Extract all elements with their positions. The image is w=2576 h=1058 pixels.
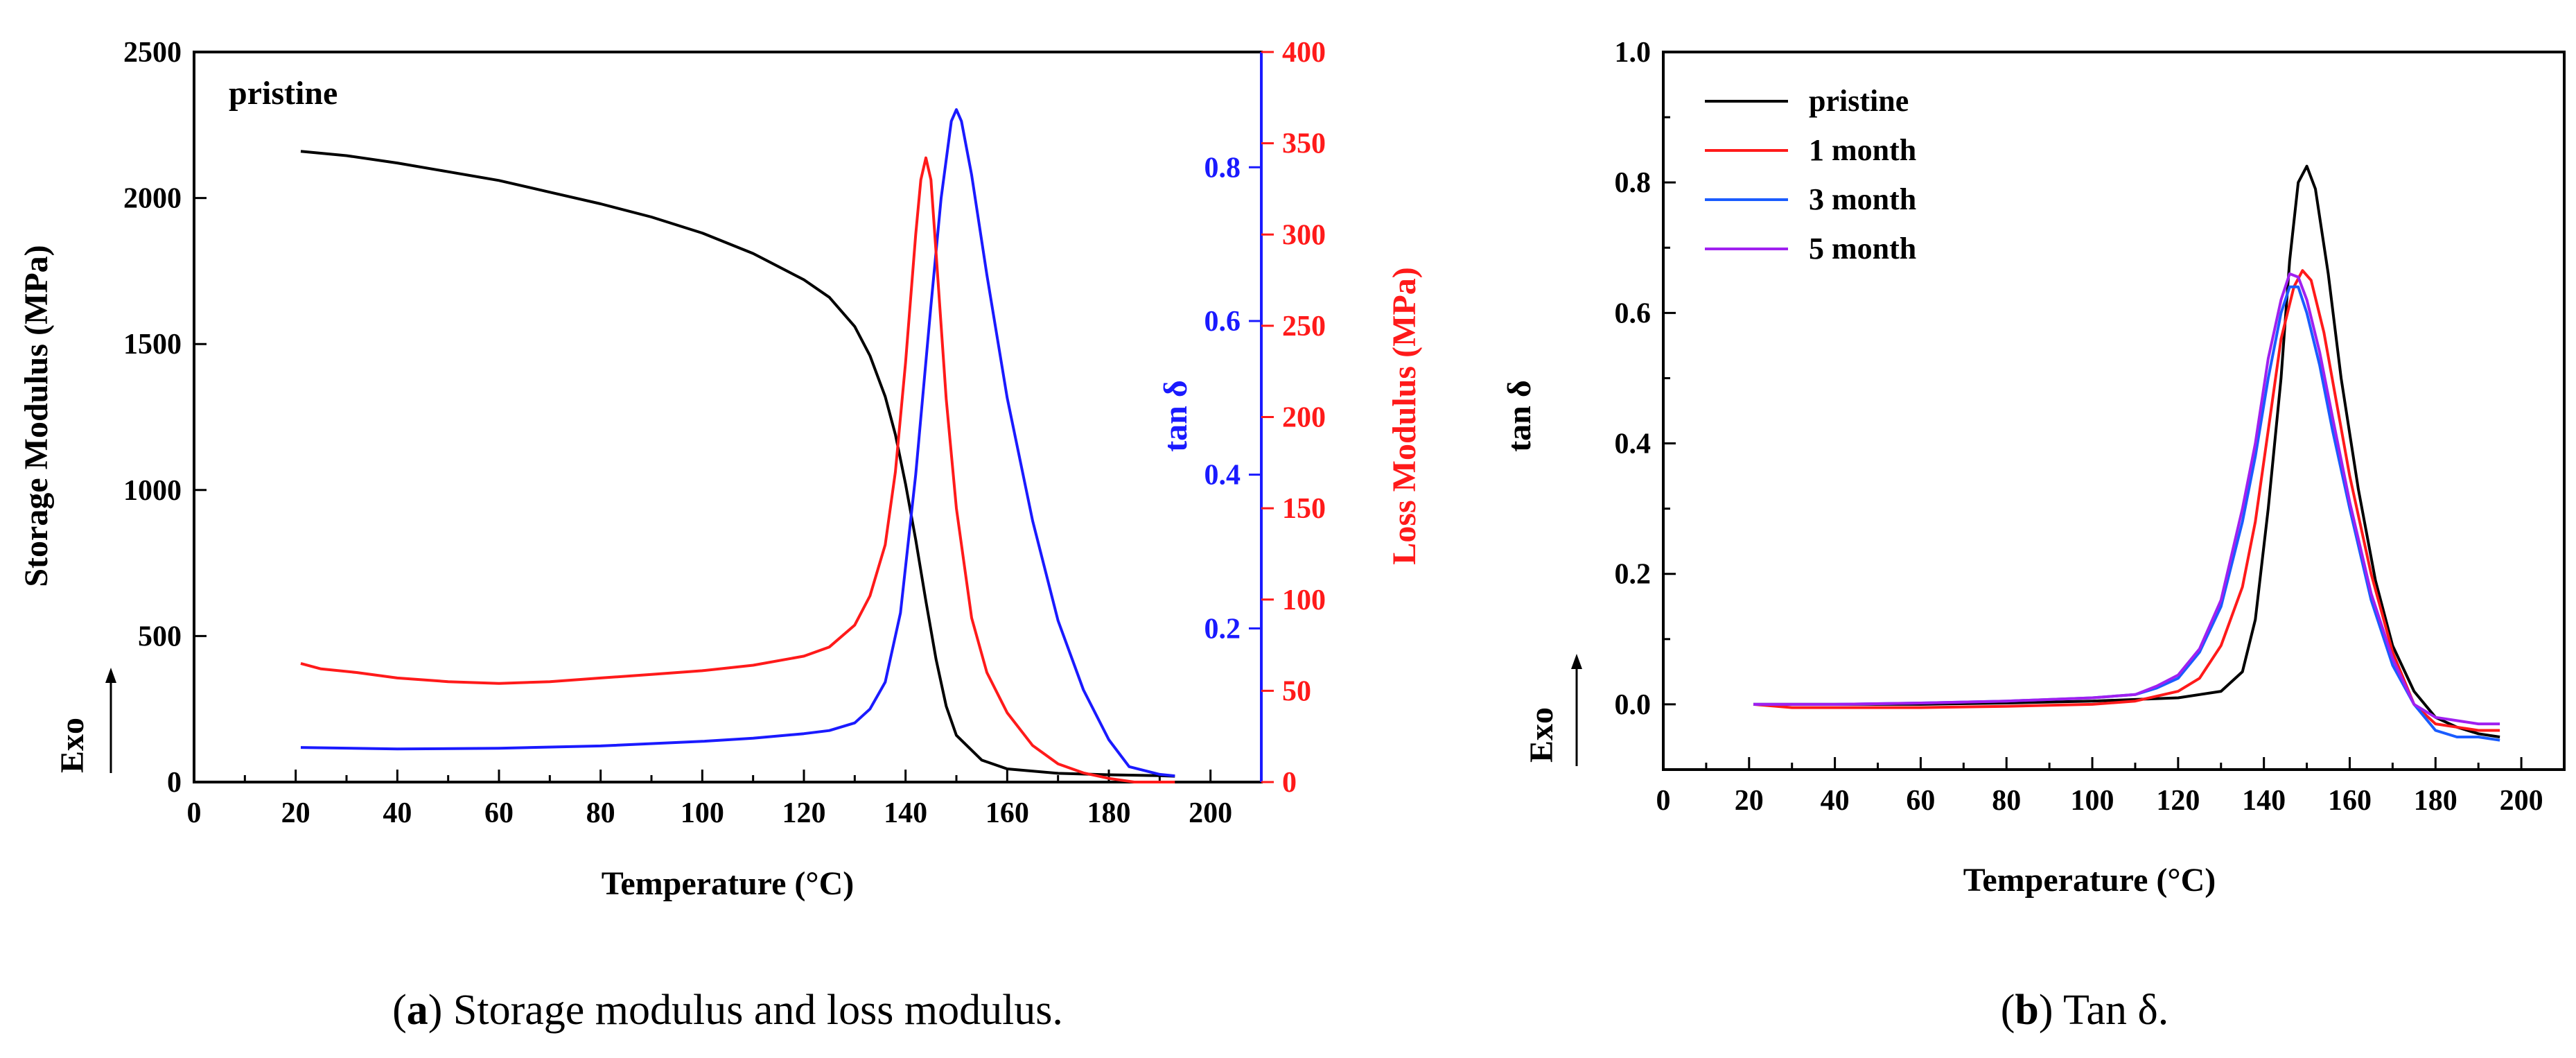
panel-b-series-line xyxy=(1753,272,2500,726)
panel-a-y-loss-tick-label: 300 xyxy=(1282,219,1326,251)
panel-a-y-left-label: Storage Modulus (MPa) xyxy=(18,245,55,587)
panel-b-x-tick-label: 0 xyxy=(1656,785,1671,817)
panel-b-y-axis-label: tan δ xyxy=(1501,380,1538,452)
panel-a-x-tick-label: 20 xyxy=(281,797,310,829)
panel-b-chart: 0 20 40 60 80 100 120 140 160 180 200 0.0 0.2 0.4 0.6 0… xyxy=(1501,37,2566,899)
panel-a-exo-indicator: Exo xyxy=(54,668,116,773)
panel-a-y-left-tick-label: 2000 xyxy=(123,183,182,215)
panel-a-x-tick-label: 40 xyxy=(383,797,412,829)
panel-b-series-line xyxy=(1753,269,2500,732)
panel-b-y-tick-label: 0.0 xyxy=(1615,689,1651,721)
panel-b-y-tick-label: 0.8 xyxy=(1615,167,1651,199)
panel-a-exo-label: Exo xyxy=(54,718,91,773)
panel-b-exo-indicator: Exo xyxy=(1523,654,1582,766)
panel-a-y-loss-tick-label: 50 xyxy=(1282,675,1311,707)
panel-b-exo-arrowhead xyxy=(1571,654,1582,669)
panel-a-y-tan-tick-label: 0.6 xyxy=(1204,306,1241,338)
panel-a-x-tick-label: 200 xyxy=(1189,797,1232,829)
caption-a-text: Storage modulus and loss modulus. xyxy=(453,987,1063,1034)
panel-b-x-tick-label: 40 xyxy=(1821,785,1850,817)
panel-a-x-axis-label: Temperature (°C) xyxy=(602,865,854,902)
caption-a-letter: a xyxy=(407,987,428,1034)
panel-b-x-axis-label: Temperature (°C) xyxy=(1963,862,2216,899)
panel-a-x-tick-label: 180 xyxy=(1087,797,1131,829)
panel-b-x-tick-label: 200 xyxy=(2500,785,2543,817)
panel-b-x-tick-label: 20 xyxy=(1735,785,1764,817)
panel-a-x-tick-label: 80 xyxy=(586,797,615,829)
caption-b-letter: b xyxy=(2015,987,2038,1034)
panel-a-y-tan-label: tan δ xyxy=(1157,380,1194,452)
panel-b-legend-label: 3 month xyxy=(1809,182,1916,216)
panel-a-y-left-tick-label: 0 xyxy=(167,767,182,799)
panel-a-series-line-storage xyxy=(300,150,1175,778)
panel-a-series-line-loss xyxy=(300,156,1175,783)
panel-b-x-tick-label: 180 xyxy=(2414,785,2457,817)
panel-b-x-tick-label: 120 xyxy=(2156,785,2200,817)
panel-b-series-line xyxy=(1753,285,2500,742)
panel-a-exo-arrowhead xyxy=(105,668,116,683)
panel-b-legend: pristine 1 month 3 month 5 month xyxy=(1705,84,1916,266)
panel-a-y-loss-tick-label: 200 xyxy=(1282,402,1326,434)
panel-a-x-tick-label: 160 xyxy=(985,797,1029,829)
panel-b-x-tick-label: 160 xyxy=(2328,785,2372,817)
panel-a-y-left-tick-label: 500 xyxy=(138,621,182,652)
panel-b-y-tick-label: 0.2 xyxy=(1615,559,1651,591)
caption-a: (a) Storage modulus and loss modulus. xyxy=(392,987,1063,1034)
panel-a-x-tick-label: 140 xyxy=(884,797,927,829)
panel-b-x-tick-label: 60 xyxy=(1906,785,1935,817)
panel-b-y-tick-label: 0.4 xyxy=(1615,428,1651,460)
panel-a-y-tan-tick-label: 0.2 xyxy=(1204,613,1241,645)
panel-a-x-tick-label: 0 xyxy=(187,797,202,829)
panel-b-y-tick-label: 1.0 xyxy=(1615,37,1651,69)
panel-a-y-left-tick-label: 1000 xyxy=(123,475,182,507)
panel-b-y-tick-label: 0.6 xyxy=(1615,297,1651,329)
panel-a-x-tick-label: 100 xyxy=(681,797,724,829)
panel-a-y-loss-tick-label: 0 xyxy=(1282,767,1297,799)
panel-a-y-left-tick-label: 2500 xyxy=(123,37,182,69)
panel-a-y-loss-tick-label: 150 xyxy=(1282,493,1326,525)
panel-a-x-tick-label: 60 xyxy=(484,797,514,829)
panel-b-legend-label: 1 month xyxy=(1809,133,1916,167)
panel-b-legend-label: pristine xyxy=(1809,84,1909,118)
panel-b-legend-label: 5 month xyxy=(1809,232,1916,266)
panel-a-y-tan-tick-label: 0.4 xyxy=(1204,460,1241,492)
panel-a-y-loss-tick-label: 250 xyxy=(1282,311,1326,342)
panel-b-x-tick-label: 140 xyxy=(2242,785,2286,817)
panel-a-y-loss-tick-label: 350 xyxy=(1282,128,1326,160)
panel-a-y-loss-tick-label: 100 xyxy=(1282,584,1326,616)
panel-b-x-tick-label: 80 xyxy=(1992,785,2021,817)
panel-a-y-left-tick-label: 1500 xyxy=(123,329,182,361)
panel-a-chart: 0 20 40 60 80 100 120 140 160 180 2000500100015002… xyxy=(18,37,1423,902)
panel-b-x-tick-label: 100 xyxy=(2071,785,2114,817)
caption-b: (b) Tan δ. xyxy=(2001,987,2168,1034)
panel-a-y-loss-label: Loss Modulus (MPa) xyxy=(1386,267,1423,564)
panel-a-series-line-tan xyxy=(300,108,1175,778)
caption-b-text: Tan δ. xyxy=(2063,987,2168,1034)
panel-b-exo-label: Exo xyxy=(1523,707,1560,763)
panel-a-x-tick-label: 120 xyxy=(782,797,826,829)
panel-a-y-tan-tick-label: 0.8 xyxy=(1204,152,1241,184)
panel-a-y-loss-tick-label: 400 xyxy=(1282,37,1326,69)
panel-b-series-line xyxy=(1753,164,2500,738)
panel-a-annotation-pristine: pristine xyxy=(229,75,338,112)
panel-b-plot-frame xyxy=(1662,51,2566,771)
